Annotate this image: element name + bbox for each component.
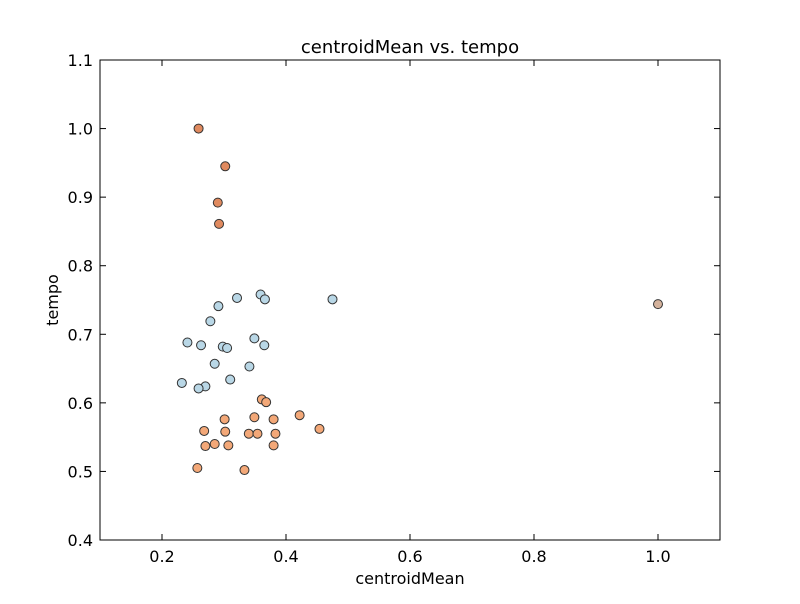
data-points	[176, 123, 663, 476]
scatter-point	[196, 340, 207, 351]
scatter-point	[193, 383, 204, 394]
scatter-point	[214, 218, 225, 229]
y-tick-label: 1.1	[68, 51, 93, 70]
y-tick-label: 1.0	[68, 120, 93, 139]
scatter-point	[220, 426, 231, 437]
scatter-point	[244, 361, 255, 372]
y-tick-label: 0.5	[68, 462, 93, 481]
scatter-point	[232, 292, 243, 303]
scatter-point	[205, 316, 216, 327]
scatter-point	[212, 197, 223, 208]
x-tick-label: 0.8	[521, 547, 546, 566]
y-axis-ticks: 0.4 0.5 0.6 0.7 0.8 0.9 1.0 1.1	[68, 51, 720, 550]
plot-frame	[99, 59, 721, 541]
scatter-point	[259, 340, 270, 351]
scatter-point	[249, 333, 260, 344]
scatter-point	[653, 299, 663, 310]
scatter-point	[225, 374, 236, 385]
scatter-point	[252, 428, 263, 439]
y-axis-label: tempo	[43, 274, 62, 326]
x-tick-label: 0.6	[397, 547, 422, 566]
scatter-point	[314, 423, 325, 434]
scatter-point	[213, 301, 224, 312]
scatter-point	[270, 428, 281, 439]
scatter-point	[327, 294, 338, 305]
y-tick-label: 0.6	[68, 394, 93, 413]
scatter-point	[268, 414, 279, 425]
scatter-point	[259, 294, 270, 305]
scatter-point	[222, 343, 233, 353]
x-tick-label: 1.0	[645, 547, 670, 566]
scatter-point	[176, 377, 187, 388]
scatter-point	[219, 414, 230, 425]
chart-title: centroidMean vs. tempo	[301, 37, 519, 58]
x-axis-ticks: 0.2 0.4 0.6 0.8 1.0	[149, 60, 671, 566]
y-tick-label: 0.7	[68, 325, 93, 344]
scatter-point	[223, 440, 234, 451]
x-axis-label: centroidMean	[355, 569, 464, 588]
scatter-point	[239, 465, 250, 476]
y-tick-label: 0.4	[68, 531, 93, 550]
scatter-point	[199, 425, 210, 436]
scatter-point	[193, 123, 204, 134]
x-tick-label: 0.2	[149, 547, 174, 566]
scatter-point	[182, 337, 193, 348]
x-tick-label: 0.4	[273, 547, 298, 566]
scatter-point	[268, 440, 279, 451]
y-tick-label: 0.8	[68, 257, 93, 276]
scatter-point	[294, 410, 305, 421]
scatter-point	[249, 412, 260, 423]
scatter-point	[209, 439, 220, 449]
scatter-point	[243, 428, 254, 439]
scatter-point	[209, 358, 220, 369]
scatter-point	[192, 463, 203, 473]
scatter-point	[200, 441, 211, 452]
scatter-point	[261, 397, 272, 408]
y-tick-label: 0.9	[68, 188, 93, 207]
scatter-point	[220, 161, 231, 172]
